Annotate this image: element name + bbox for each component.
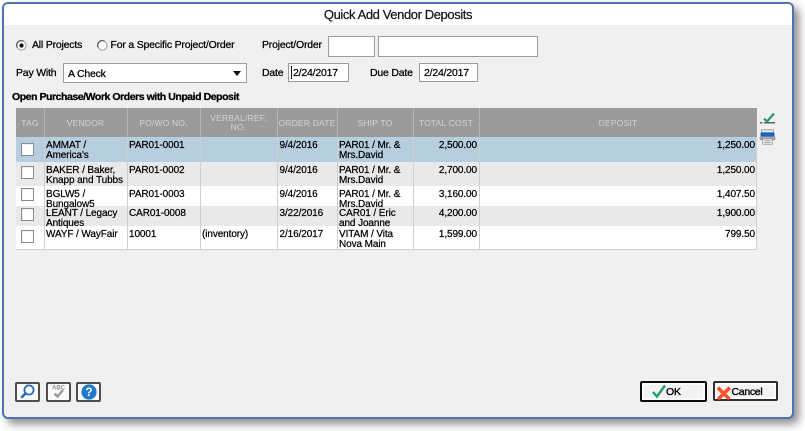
svg-text:ABC: ABC [52, 386, 66, 392]
svg-text:?: ? [85, 387, 92, 399]
